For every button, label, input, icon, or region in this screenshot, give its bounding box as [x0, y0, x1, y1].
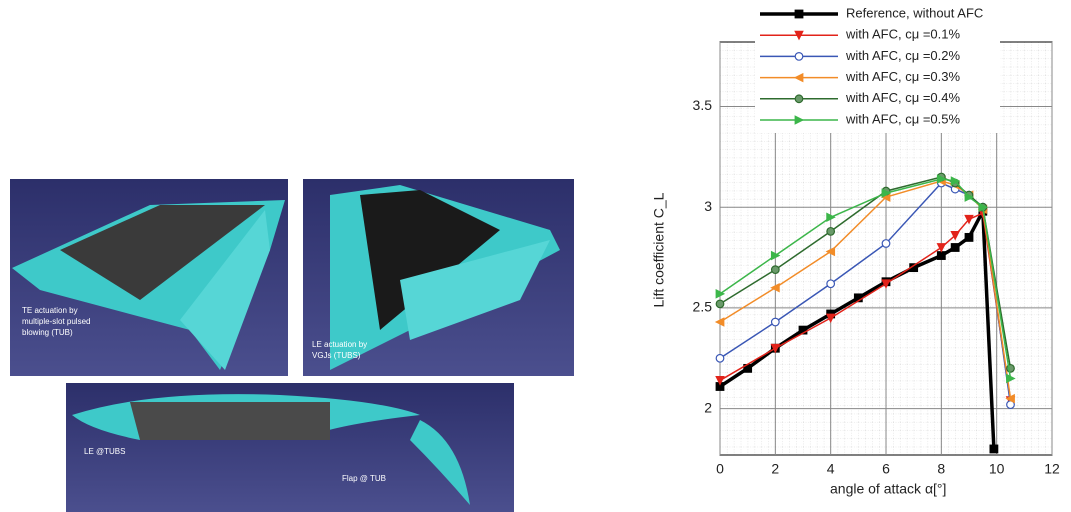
x-tick-label: 6 [882, 461, 890, 477]
x-axis-label: angle of attack α[°] [830, 481, 946, 497]
x-tick-label: 10 [989, 461, 1005, 477]
legend-label: Reference, without AFC [846, 5, 983, 20]
section-image: LE @TUBS Flap @ TUB [66, 383, 514, 512]
marker [795, 10, 803, 18]
le-actuation-image: LE actuation by VGJs (TUBS) [303, 179, 574, 376]
caption: LE actuation by [312, 340, 367, 349]
marker [990, 445, 998, 453]
chart: angle of attack α[°] Lift coefficient C_… [651, 3, 1060, 497]
x-tick-label: 0 [716, 461, 724, 477]
x-tick-label: 8 [937, 461, 945, 477]
marker [795, 53, 803, 61]
y-tick-label: 2 [704, 399, 712, 415]
legend-label: with AFC, cμ =0.2% [845, 48, 961, 63]
marker [827, 280, 835, 288]
y-axis-label: Lift coefficient C_L [651, 192, 667, 307]
caption: TE actuation by [22, 306, 78, 315]
legend-label: with AFC, cμ =0.3% [845, 69, 961, 84]
marker [938, 252, 946, 260]
legend-label: with AFC, cμ =0.1% [845, 27, 961, 42]
caption: Flap @ TUB [342, 474, 386, 483]
caption: VGJs (TUBS) [312, 351, 361, 360]
x-tick-label: 12 [1044, 461, 1060, 477]
marker [882, 240, 890, 248]
marker [716, 300, 724, 308]
caption: blowing (TUB) [22, 328, 73, 337]
legend-label: with AFC, cμ =0.4% [845, 90, 961, 105]
te-actuation-image: TE actuation by multiple-slot pulsed blo… [10, 179, 288, 376]
x-tick-label: 4 [827, 461, 835, 477]
legend: Reference, without AFC with AFC, cμ =0.1%… [755, 3, 1000, 133]
marker [827, 228, 835, 236]
x-tick-label: 2 [771, 461, 779, 477]
marker [772, 318, 780, 326]
y-tick-label: 3 [704, 198, 712, 214]
figure: TE actuation by multiple-slot pulsed blo… [0, 0, 1071, 512]
marker [965, 234, 973, 242]
marker [772, 266, 780, 274]
y-tick-label: 2.5 [693, 299, 713, 315]
marker [795, 95, 803, 103]
y-tick-label: 3.5 [693, 97, 713, 113]
caption: LE @TUBS [84, 447, 125, 456]
marker [951, 244, 959, 252]
marker [716, 354, 724, 362]
caption: multiple-slot pulsed [22, 317, 90, 326]
legend-label: with AFC, cμ =0.5% [845, 111, 961, 126]
